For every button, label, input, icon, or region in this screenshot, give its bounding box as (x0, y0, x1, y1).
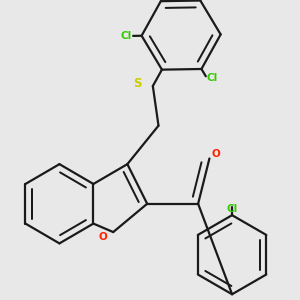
Text: O: O (99, 232, 107, 242)
Text: S: S (133, 77, 142, 90)
Text: Cl: Cl (207, 73, 218, 83)
Text: O: O (212, 149, 220, 159)
Text: Cl: Cl (120, 31, 131, 41)
Text: Cl: Cl (226, 204, 238, 214)
